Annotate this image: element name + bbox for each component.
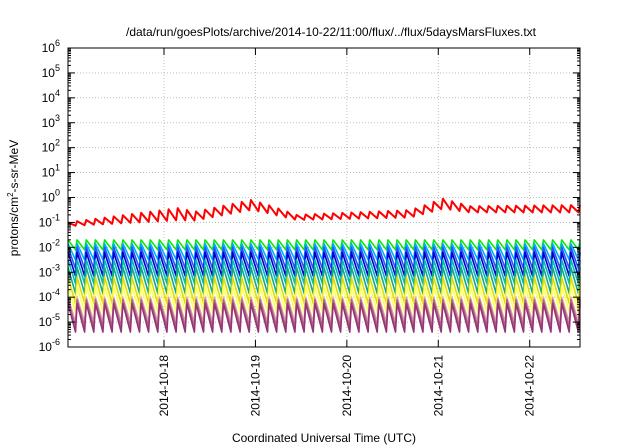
- y-tick-label: 10-1: [39, 212, 60, 229]
- y-tick-label: 104: [42, 88, 60, 105]
- y-tick-label: 10-3: [39, 262, 60, 279]
- y-axis-label-sup: 2: [6, 192, 15, 197]
- y-tick-label: 105: [42, 63, 60, 80]
- series-line: [67, 302, 581, 333]
- x-tick-label: 2014-10-20: [340, 355, 354, 417]
- y-tick-label: 103: [42, 113, 60, 130]
- x-axis-ticks: 2014-10-18 2014-10-19 2014-10-20 2014-10-21…: [157, 48, 537, 416]
- y-tick-label: 10-6: [39, 337, 60, 354]
- y-tick-label: 100: [42, 188, 60, 205]
- x-tick-label: 2014-10-22: [523, 355, 537, 417]
- y-axis-label-rest: -s-sr-MeV: [7, 140, 21, 193]
- y-tick-label: 106: [42, 38, 60, 55]
- series-line: [67, 197, 581, 227]
- y-tick-label: 102: [42, 138, 60, 155]
- x-tick-label: 2014-10-19: [248, 355, 262, 417]
- y-tick-label: 10-5: [39, 312, 60, 329]
- y-axis-label: protons/cm2-s-sr-MeV: [6, 140, 21, 256]
- y-tick-label: 10-4: [39, 287, 60, 304]
- y-axis-ticks: 10-6 10-5 10-4 10-3 10-2 10-1 100 101 102 103 104 1…: [39, 38, 580, 354]
- x-tick-label: 2014-10-18: [157, 355, 171, 417]
- y-axis-label-base: protons/cm: [7, 197, 21, 256]
- x-axis-label: Coordinated Universal Time (UTC): [232, 431, 416, 445]
- chart-title: /data/run/goesPlots/archive/2014-10-22/1…: [126, 25, 537, 39]
- series-lines: [67, 197, 581, 333]
- x-tick-label: 2014-10-21: [431, 355, 445, 417]
- y-tick-label: 10-2: [39, 237, 60, 254]
- y-tick-label: 101: [42, 163, 60, 180]
